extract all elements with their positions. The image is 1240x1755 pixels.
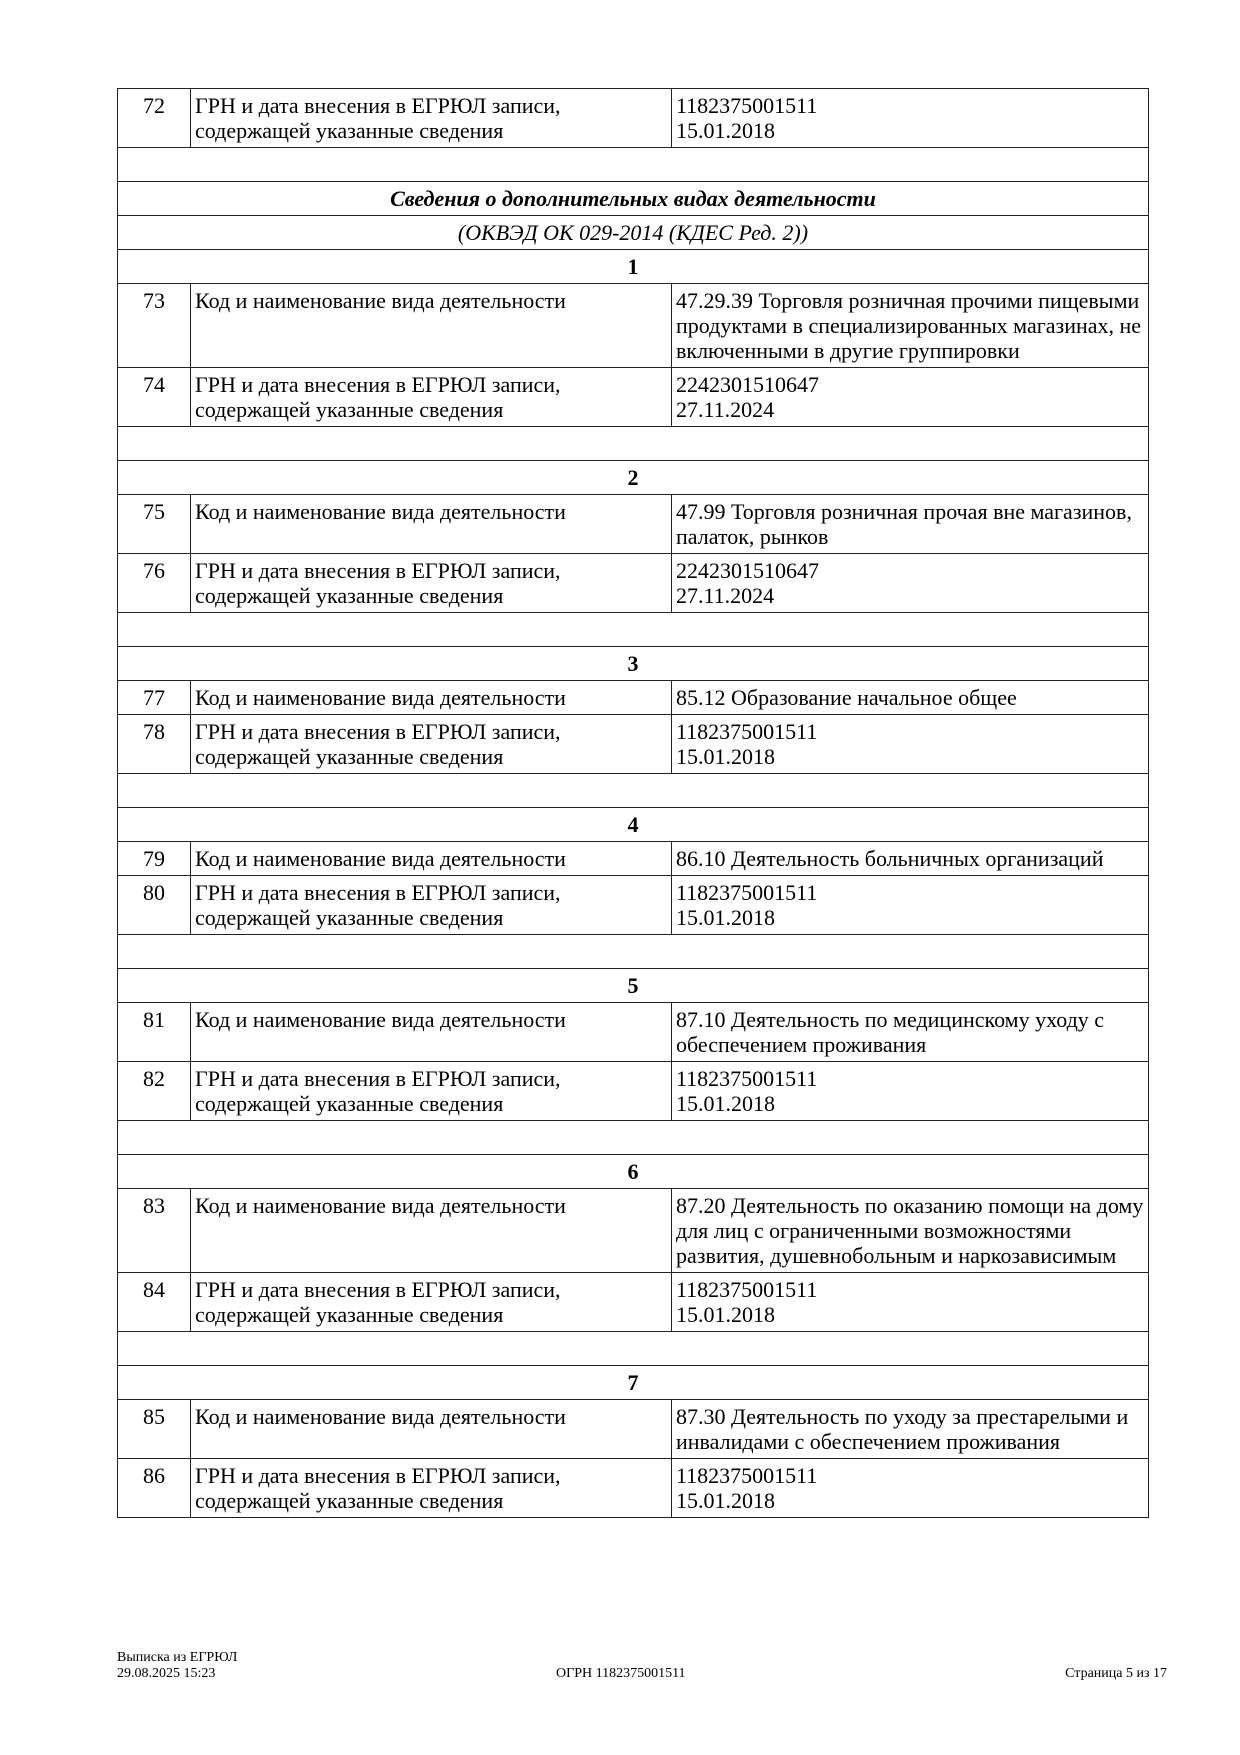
- blank-row: [117, 1120, 1149, 1155]
- row-value: 1182375001511 15.01.2018: [671, 88, 1149, 148]
- blank-row: [117, 147, 1149, 182]
- table-row: 80 ГРН и дата внесения в ЕГРЮЛ записи, с…: [117, 875, 1149, 935]
- row-number: 83: [117, 1188, 191, 1273]
- row-number: 74: [117, 367, 191, 427]
- row-label: Код и наименование вида деятельности: [190, 1188, 672, 1273]
- group-header-row: 7: [117, 1365, 1149, 1400]
- group-header-row: 3: [117, 646, 1149, 681]
- row-value: 2242301510647 27.11.2024: [671, 367, 1149, 427]
- group-number: 5: [117, 968, 1149, 1003]
- group-header-row: 1: [117, 249, 1149, 284]
- row-label: Код и наименование вида деятельности: [190, 283, 672, 368]
- row-value: 1182375001511 15.01.2018: [671, 1458, 1149, 1518]
- footer-page: Страница 5 из 17: [1065, 1666, 1167, 1681]
- row-value: 1182375001511 15.01.2018: [671, 1061, 1149, 1121]
- row-label: ГРН и дата внесения в ЕГРЮЛ записи, соде…: [190, 875, 672, 935]
- row-value: 85.12 Образование начальное общее: [671, 680, 1149, 715]
- table-row: 85 Код и наименование вида деятельности …: [117, 1399, 1149, 1459]
- row-label: ГРН и дата внесения в ЕГРЮЛ записи, соде…: [190, 367, 672, 427]
- row-number: 76: [117, 553, 191, 613]
- row-number: 77: [117, 680, 191, 715]
- row-label: ГРН и дата внесения в ЕГРЮЛ записи, соде…: [190, 88, 672, 148]
- table-row: 76 ГРН и дата внесения в ЕГРЮЛ записи, с…: [117, 553, 1149, 613]
- table-row: 83 Код и наименование вида деятельности …: [117, 1188, 1149, 1273]
- row-label: ГРН и дата внесения в ЕГРЮЛ записи, соде…: [190, 1272, 672, 1332]
- row-label: Код и наименование вида деятельности: [190, 680, 672, 715]
- section-subtitle-row: (ОКВЭД ОК 029-2014 (КДЕС Ред. 2)): [117, 215, 1149, 250]
- row-value: 86.10 Деятельность больничных организаци…: [671, 841, 1149, 876]
- table-row: 86 ГРН и дата внесения в ЕГРЮЛ записи, с…: [117, 1458, 1149, 1518]
- row-value: 1182375001511 15.01.2018: [671, 1272, 1149, 1332]
- row-number: 85: [117, 1399, 191, 1459]
- row-value: 87.30 Деятельность по уходу за престарел…: [671, 1399, 1149, 1459]
- group-header-row: 2: [117, 460, 1149, 495]
- table-row: 77 Код и наименование вида деятельности …: [117, 680, 1149, 715]
- row-number: 81: [117, 1002, 191, 1062]
- row-value: 87.20 Деятельность по оказанию помощи на…: [671, 1188, 1149, 1273]
- table-row: 73 Код и наименование вида деятельности …: [117, 283, 1149, 368]
- row-number: 84: [117, 1272, 191, 1332]
- row-value: 47.99 Торговля розничная прочая вне мага…: [671, 494, 1149, 554]
- row-value: 87.10 Деятельность по медицинскому уходу…: [671, 1002, 1149, 1062]
- blank-row: [117, 773, 1149, 808]
- row-value: 47.29.39 Торговля розничная прочими пище…: [671, 283, 1149, 368]
- section-subtitle: (ОКВЭД ОК 029-2014 (КДЕС Ред. 2)): [117, 215, 1149, 250]
- group-header-row: 5: [117, 968, 1149, 1003]
- table-row: 72 ГРН и дата внесения в ЕГРЮЛ записи, с…: [117, 88, 1149, 148]
- section-title-row: Сведения о дополнительных видах деятельн…: [117, 181, 1149, 216]
- group-number: 1: [117, 249, 1149, 284]
- row-number: 78: [117, 714, 191, 774]
- row-value: 1182375001511 15.01.2018: [671, 875, 1149, 935]
- table-row: 79 Код и наименование вида деятельности …: [117, 841, 1149, 876]
- group-number: 3: [117, 646, 1149, 681]
- row-label: Код и наименование вида деятельности: [190, 841, 672, 876]
- row-number: 82: [117, 1061, 191, 1121]
- footer-left: Выписка из ЕГРЮЛ 29.08.2025 15:23: [117, 1650, 237, 1682]
- row-label: Код и наименование вида деятельности: [190, 1399, 672, 1459]
- group-number: 2: [117, 460, 1149, 495]
- blank-row: [117, 934, 1149, 969]
- table-row: 84 ГРН и дата внесения в ЕГРЮЛ записи, с…: [117, 1272, 1149, 1332]
- blank-row: [117, 426, 1149, 461]
- footer-doc-name: Выписка из ЕГРЮЛ: [117, 1650, 238, 1665]
- table-row: 78 ГРН и дата внесения в ЕГРЮЛ записи, с…: [117, 714, 1149, 774]
- group-number: 7: [117, 1365, 1149, 1400]
- row-number: 80: [117, 875, 191, 935]
- group-number: 4: [117, 807, 1149, 842]
- row-number: 73: [117, 283, 191, 368]
- row-number: 72: [117, 88, 191, 148]
- row-label: ГРН и дата внесения в ЕГРЮЛ записи, соде…: [190, 1458, 672, 1518]
- footer-ogrn: ОГРН 1182375001511: [556, 1666, 686, 1681]
- table-row: 82 ГРН и дата внесения в ЕГРЮЛ записи, с…: [117, 1061, 1149, 1121]
- row-number: 75: [117, 494, 191, 554]
- group-header-row: 4: [117, 807, 1149, 842]
- group-header-row: 6: [117, 1154, 1149, 1189]
- row-number: 86: [117, 1458, 191, 1518]
- row-value: 1182375001511 15.01.2018: [671, 714, 1149, 774]
- blank-row: [117, 612, 1149, 647]
- row-number: 79: [117, 841, 191, 876]
- blank-row: [117, 1331, 1149, 1366]
- group-number: 6: [117, 1154, 1149, 1189]
- row-label: ГРН и дата внесения в ЕГРЮЛ записи, соде…: [190, 553, 672, 613]
- row-label: ГРН и дата внесения в ЕГРЮЛ записи, соде…: [190, 1061, 672, 1121]
- footer-datetime: 29.08.2025 15:23: [117, 1666, 216, 1681]
- section-title: Сведения о дополнительных видах деятельн…: [117, 181, 1149, 216]
- row-label: ГРН и дата внесения в ЕГРЮЛ записи, соде…: [190, 714, 672, 774]
- row-label: Код и наименование вида деятельности: [190, 494, 672, 554]
- table-row: 81 Код и наименование вида деятельности …: [117, 1002, 1149, 1062]
- egrul-table: 72 ГРН и дата внесения в ЕГРЮЛ записи, с…: [117, 88, 1149, 1518]
- table-row: 75 Код и наименование вида деятельности …: [117, 494, 1149, 554]
- table-row: 74 ГРН и дата внесения в ЕГРЮЛ записи, с…: [117, 367, 1149, 427]
- row-label: Код и наименование вида деятельности: [190, 1002, 672, 1062]
- row-value: 2242301510647 27.11.2024: [671, 553, 1149, 613]
